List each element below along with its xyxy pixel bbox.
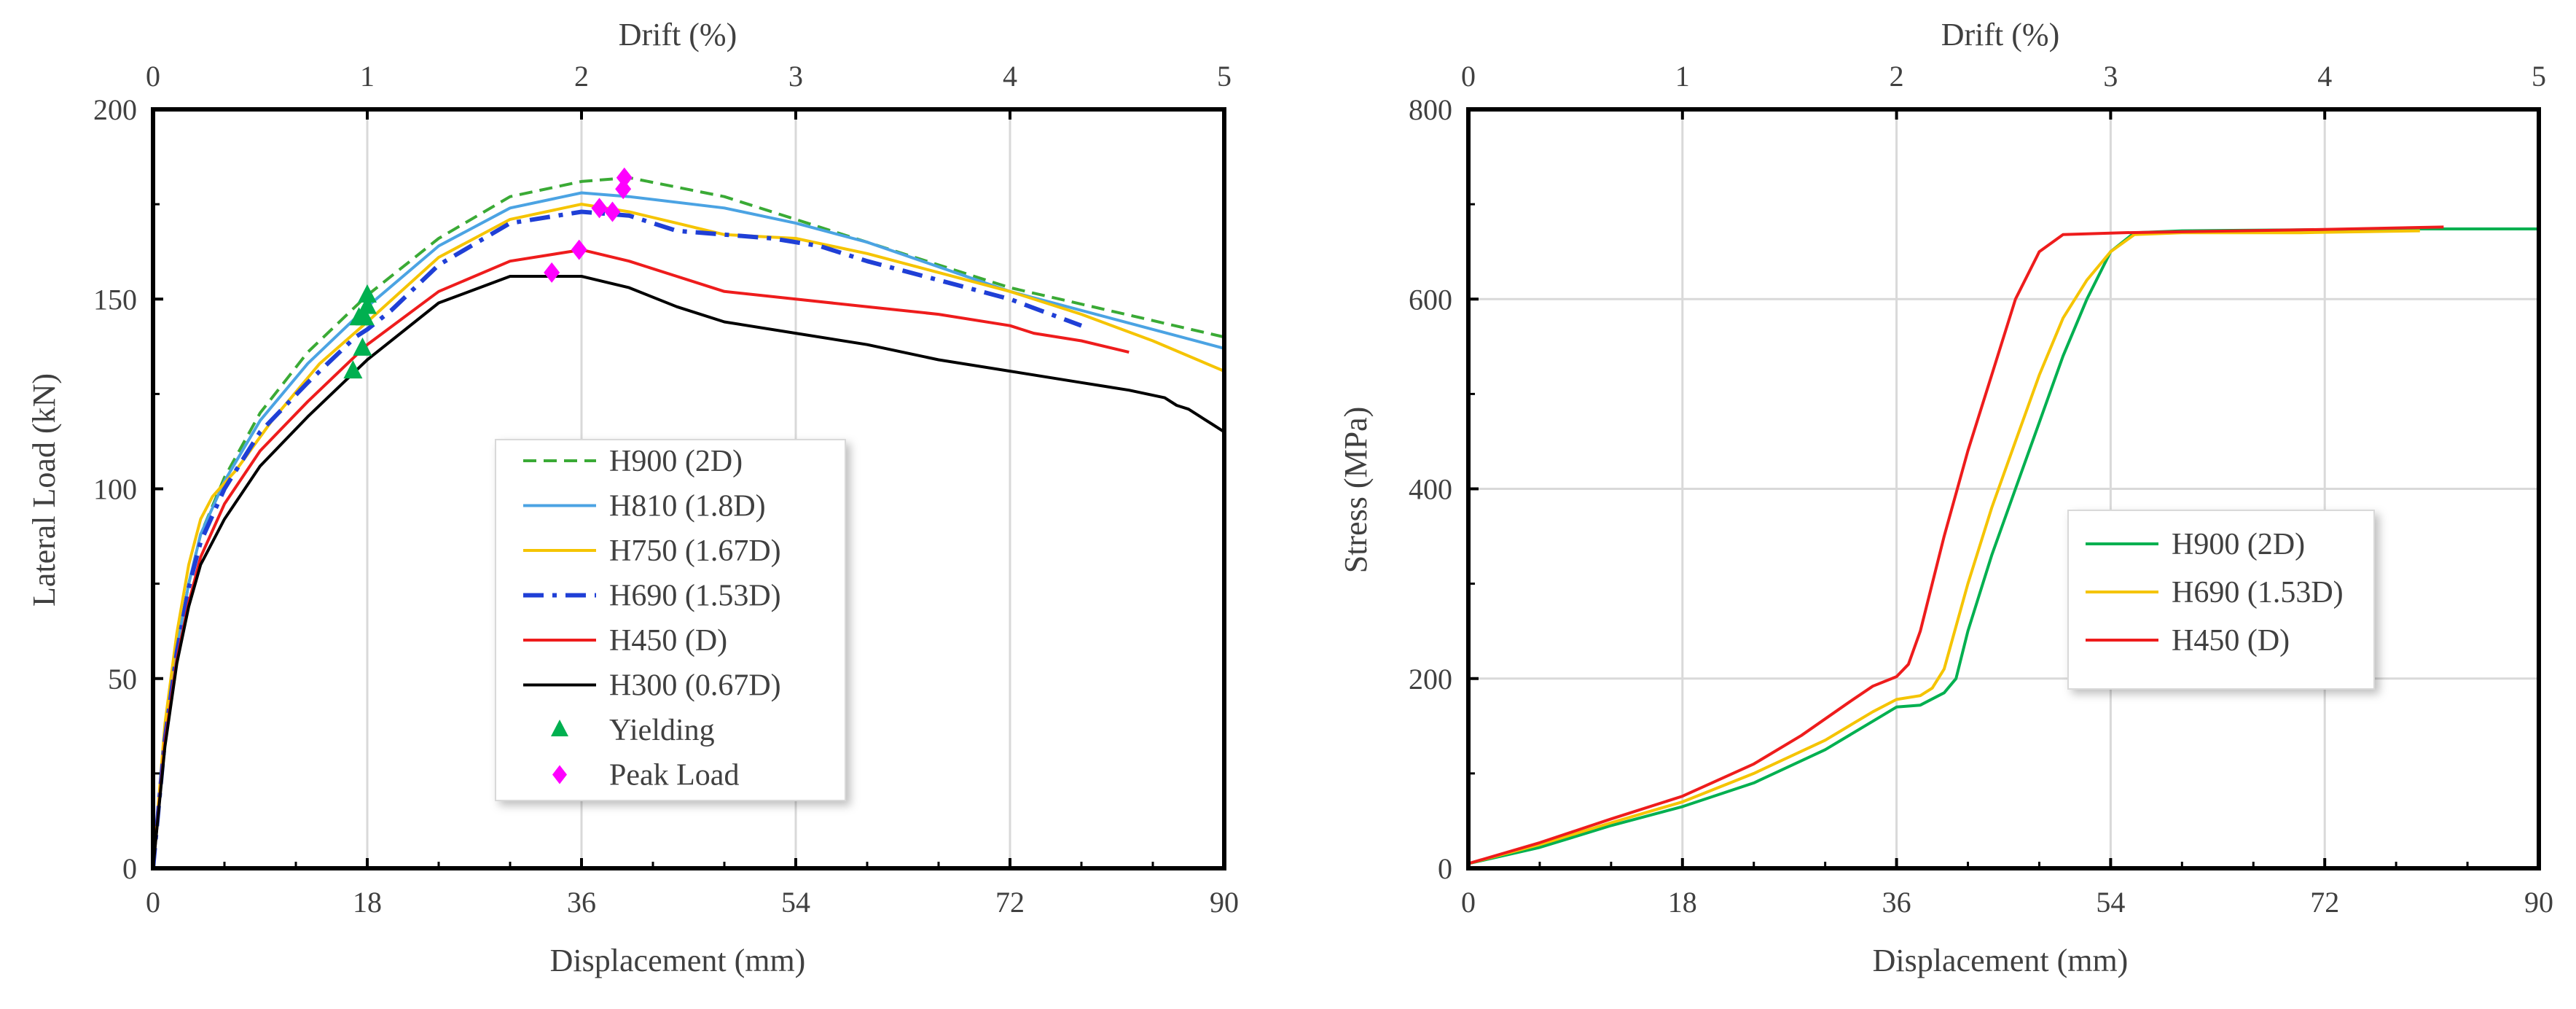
top-tick-label: 5 — [2532, 60, 2546, 93]
top-tick-label: 1 — [360, 60, 375, 93]
x-tick-label: 36 — [1882, 886, 1911, 919]
x-tick-label: 36 — [567, 886, 596, 919]
yielding-marker — [358, 284, 377, 303]
legend-label-h900-2d: H900 (2D) — [609, 445, 743, 478]
series-line-h450-d — [152, 248, 1130, 869]
x-tick-label: 90 — [1210, 886, 1239, 919]
x-tick-label: 0 — [146, 886, 160, 919]
y-tick-label: 100 — [93, 473, 137, 506]
y-tick-labels: 0 200 400 600 800 — [1409, 93, 1452, 885]
yielding-marker — [358, 295, 377, 314]
series-line-h690-1-53d — [1468, 229, 2420, 865]
legend-label-h300-0-67d: H300 (0.67D) — [609, 669, 781, 703]
y-tick-label: 50 — [108, 663, 137, 696]
x-tick-label: 54 — [2096, 886, 2125, 919]
y-tick-label: 800 — [1409, 93, 1452, 126]
grid-lines — [1467, 109, 2540, 868]
legend: H900 (2D) H810 (1.8D) H750 (1.67D) H690 (1.… — [495, 439, 846, 801]
x-tick-label: 72 — [2310, 886, 2339, 919]
peak-load-marker — [604, 201, 621, 222]
yielding-marker — [349, 307, 369, 326]
series-line-h300-0-67d — [152, 275, 1226, 869]
x-tick-labels: 0 18 36 54 72 90 — [146, 886, 1239, 919]
lateral-load-chart: 0 18 36 54 72 90 0 50 100 150 200 0 1 2 3 4 5 Displace… — [26, 17, 1239, 978]
series-line-h810-1-8d — [152, 191, 1225, 869]
top-tick-label: 0 — [1461, 60, 1476, 93]
x-tick-label: 18 — [1668, 886, 1697, 919]
top-tick-label: 2 — [574, 60, 589, 93]
top-tick-label: 2 — [1890, 60, 1904, 93]
top-tick-label: 4 — [1003, 60, 1017, 93]
legend-swatch-peak-load — [552, 765, 567, 784]
x-tick-labels: 0 18 36 54 72 90 — [1461, 886, 2553, 919]
y-tick-label: 0 — [1438, 852, 1452, 885]
x-tick-label: 72 — [995, 886, 1025, 919]
top-tick-label: 3 — [2103, 60, 2118, 93]
legend: H900 (2D) H690 (1.53D) H450 (D) — [2067, 510, 2375, 690]
legend-label-h690-1-53d: H690 (1.53D) — [609, 580, 781, 613]
legend-box — [495, 439, 846, 801]
legend-label-h750-1-67d: H750 (1.67D) — [609, 534, 781, 568]
legend-swatch-yielding — [551, 720, 568, 736]
series-group — [1468, 225, 2539, 865]
stress-chart: 0 18 36 54 72 90 0 200 400 600 800 0 1 2 3 4 5 Displac… — [1338, 17, 2553, 978]
top-tick-label: 0 — [146, 60, 160, 93]
peak-load-marker — [591, 198, 608, 219]
legend-label-h810-1-8d: H810 (1.8D) — [609, 490, 766, 523]
series-group — [151, 176, 1226, 869]
top-tick-labels: 0 1 2 3 4 5 — [1461, 60, 2546, 93]
legend-label-h450-d: H450 (D) — [2172, 624, 2290, 658]
top-tick-label: 1 — [1675, 60, 1690, 93]
yielding-marker — [353, 337, 372, 356]
top-tick-label: 4 — [2317, 60, 2332, 93]
top-axis-title: Drift (%) — [619, 17, 737, 52]
x-axis-title: Displacement (mm) — [550, 943, 806, 978]
peak-load-marker — [544, 262, 560, 283]
legend-label-h900-2d: H900 (2D) — [2172, 528, 2305, 561]
y-tick-label: 600 — [1409, 283, 1452, 316]
legend-label-h450-d: H450 (D) — [609, 624, 727, 658]
y-tick-label: 400 — [1409, 473, 1452, 506]
legend-box — [2067, 510, 2375, 690]
top-tick-labels: 0 1 2 3 4 5 — [146, 60, 1232, 93]
top-axis-title: Drift (%) — [1941, 17, 2060, 52]
top-tick-label: 3 — [788, 60, 803, 93]
y-tick-label: 200 — [93, 93, 137, 126]
x-tick-label: 54 — [781, 886, 810, 919]
legend-label-h690-1-53d: H690 (1.53D) — [2172, 576, 2344, 609]
marker-group — [343, 167, 633, 379]
top-tick-label: 5 — [1217, 60, 1232, 93]
series-line-h750-1-67d — [152, 203, 1225, 869]
x-axis-title: Displacement (mm) — [1873, 943, 2129, 978]
peak-load-marker — [616, 167, 633, 188]
y-axis-title: Stress (MPa) — [1338, 407, 1374, 574]
series-line-h450-d — [1468, 225, 2444, 865]
y-tick-label: 0 — [122, 852, 137, 885]
y-tick-label: 200 — [1409, 663, 1452, 696]
tick-marks — [152, 108, 1226, 870]
x-tick-label: 90 — [2524, 886, 2553, 919]
legend-label-yielding: Yielding — [609, 714, 715, 747]
tick-marks — [1467, 108, 2540, 870]
y-axis-title: Lateral Load (kN) — [26, 373, 62, 607]
series-line-h690-1-53d — [151, 209, 1083, 869]
series-line-h900-2d — [1468, 227, 2539, 865]
yielding-marker — [343, 360, 363, 379]
y-tick-labels: 0 50 100 150 200 — [93, 93, 137, 885]
legend-label-peak-load: Peak Load — [609, 759, 739, 792]
x-tick-label: 0 — [1461, 886, 1476, 919]
peak-load-marker — [571, 239, 587, 260]
x-tick-label: 18 — [353, 886, 382, 919]
y-tick-label: 150 — [93, 283, 137, 316]
